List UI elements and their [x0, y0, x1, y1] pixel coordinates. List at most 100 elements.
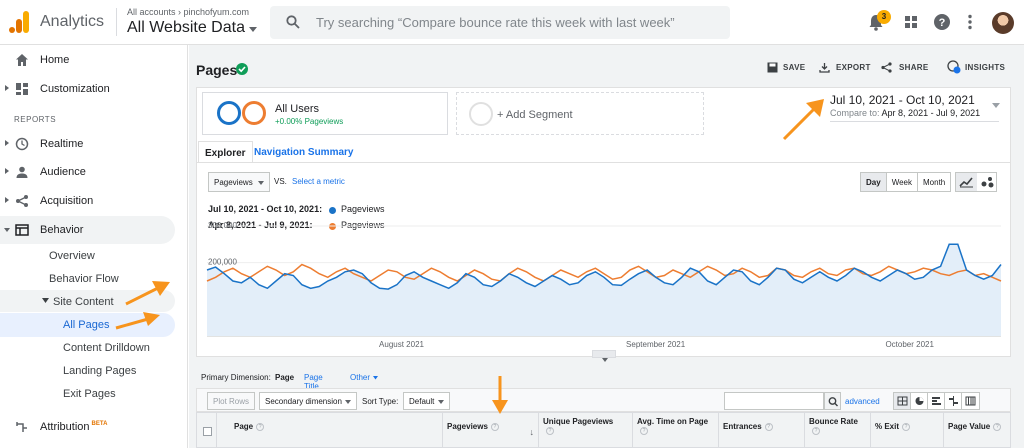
help-icon[interactable]: ? — [256, 422, 265, 431]
sidebar-item-behavior-flow[interactable]: Behavior Flow — [49, 273, 119, 285]
data-view-button[interactable] — [894, 393, 911, 409]
segment-all-users[interactable]: All Users +0.00% Pageviews — [202, 92, 448, 135]
export-button[interactable]: EXPORT — [836, 63, 871, 72]
sidebar-item-acquisition[interactable]: Acquisition — [0, 188, 188, 214]
search-bar[interactable] — [270, 6, 730, 39]
save-icon[interactable] — [767, 62, 778, 73]
primary-dimension-label: Primary Dimension: — [201, 373, 271, 382]
column-header-pageviews[interactable]: Pageviews? ↓ — [443, 413, 539, 448]
segment-circle-current — [217, 101, 241, 125]
column-header-label: Unique Pageviews — [543, 417, 614, 426]
percentage-view-button[interactable] — [911, 393, 928, 409]
insights-icon[interactable] — [947, 60, 961, 74]
performance-view-button[interactable] — [928, 393, 945, 409]
notification-count-badge: 3 — [877, 10, 891, 24]
account-path[interactable]: All accounts › pinchofyum.com — [127, 7, 250, 17]
sidebar-item-landing-pages[interactable]: Landing Pages — [63, 365, 137, 377]
month-button[interactable]: Month — [918, 173, 951, 191]
page-title: Pages — [196, 62, 238, 78]
chevron-down-icon — [258, 181, 264, 185]
help-icon[interactable]: ? — [993, 422, 1002, 431]
select-all-checkbox[interactable] — [203, 427, 212, 436]
sidebar-item-behavior[interactable]: Behavior — [0, 217, 188, 243]
help-icon[interactable]: ? — [902, 422, 911, 431]
view-selector[interactable]: All Website Data — [127, 19, 245, 36]
sidebar-item-exit-pages[interactable]: Exit Pages — [63, 388, 116, 400]
sidebar-item-label: Audience — [40, 166, 86, 178]
column-header-label: Page Value — [948, 422, 991, 431]
sidebar-item-site-content[interactable]: Site Content — [53, 296, 114, 308]
dimension-page-title[interactable]: Page Title — [304, 373, 323, 391]
sidebar-item-label: Attribution BETA — [40, 421, 107, 433]
column-header-unique-pageviews[interactable]: Unique Pageviews? — [539, 413, 633, 448]
dimension-page[interactable]: Page — [275, 373, 295, 382]
column-header-bounce-rate[interactable]: Bounce Rate? — [805, 413, 871, 448]
y-tick-label: 200,000 — [208, 258, 237, 267]
chevron-down-icon[interactable] — [249, 27, 257, 32]
add-segment-button[interactable]: + Add Segment — [456, 92, 704, 135]
day-button[interactable]: Day — [861, 173, 887, 191]
chevron-right-icon — [5, 168, 9, 174]
select-metric-link[interactable]: Select a metric — [292, 177, 345, 186]
column-header-page[interactable]: Page? — [217, 413, 443, 448]
search-input[interactable] — [316, 6, 721, 39]
chevron-right-icon — [5, 85, 9, 91]
chevron-down-icon[interactable] — [42, 298, 49, 304]
share-icon[interactable] — [881, 62, 892, 73]
sidebar-item-realtime[interactable]: Realtime — [0, 131, 188, 157]
compare-label: Compare to: — [830, 108, 880, 118]
week-button[interactable]: Week — [886, 173, 918, 191]
table-view-buttons — [893, 392, 980, 410]
column-header-avg-time-on-page[interactable]: Avg. Time on Page? — [633, 413, 719, 448]
help-icon[interactable]: ? — [546, 426, 554, 435]
line-chart-button[interactable] — [956, 173, 977, 191]
advanced-filter-link[interactable]: advanced — [845, 397, 880, 406]
comparison-view-button[interactable] — [945, 393, 962, 409]
more-vert-icon[interactable] — [960, 12, 980, 32]
help-icon[interactable]: ? — [932, 12, 952, 32]
sort-type-select[interactable]: Default — [403, 392, 450, 410]
insights-button[interactable]: INSIGHTS — [965, 63, 1006, 72]
segment-name: All Users — [275, 103, 320, 115]
save-button[interactable]: SAVE — [783, 63, 806, 72]
column-header-entrances[interactable]: Entrances? — [719, 413, 805, 448]
help-icon[interactable]: ? — [490, 422, 499, 431]
column-header-page-value[interactable]: Page Value? — [944, 413, 1011, 448]
apps-grid-icon[interactable] — [901, 12, 921, 32]
expand-chart-handle[interactable] — [592, 350, 616, 362]
help-icon[interactable]: ? — [764, 422, 773, 431]
primary-dimension-row: Primary Dimension: Page Page Title Other — [201, 373, 378, 391]
plot-rows-button[interactable]: Plot Rows — [207, 392, 256, 410]
table-search-button[interactable] — [824, 392, 841, 410]
help-icon[interactable]: ? — [640, 426, 648, 435]
x-tick-label: October 2021 — [885, 340, 934, 349]
sidebar-item-home[interactable]: Home — [0, 47, 188, 73]
app-name: Analytics — [40, 13, 105, 30]
segment-circle-compare — [242, 101, 266, 125]
tab-explorer[interactable]: Explorer — [198, 141, 253, 163]
export-icon[interactable] — [819, 62, 830, 73]
secondary-dimension-label: Secondary dimension — [265, 397, 342, 406]
dimension-other[interactable]: Other — [350, 373, 371, 382]
person-icon — [16, 166, 28, 178]
metric-select[interactable]: Pageviews — [208, 172, 270, 192]
date-range-picker[interactable]: Jul 10, 2021 - Oct 10, 2021 — [830, 93, 975, 107]
avatar[interactable] — [992, 12, 1014, 34]
sidebar-item-all-pages[interactable]: All Pages — [63, 319, 110, 331]
share-button[interactable]: SHARE — [899, 63, 929, 72]
column-header-exit[interactable]: % Exit? — [871, 413, 944, 448]
sidebar-item-customization[interactable]: Customization — [0, 76, 188, 102]
pivot-view-button[interactable] — [962, 393, 979, 409]
secondary-dimension-select[interactable]: Secondary dimension — [259, 392, 357, 410]
sidebar-item-content-drilldown[interactable]: Content Drilldown — [63, 342, 150, 354]
tab-navigation-summary[interactable]: Navigation Summary — [254, 147, 354, 158]
sidebar-item-overview[interactable]: Overview — [49, 250, 95, 262]
segment-change: +0.00% Pageviews — [275, 117, 344, 126]
motion-chart-button[interactable] — [977, 173, 998, 191]
table-filter-input[interactable] — [724, 392, 824, 410]
select-all-cell — [197, 413, 217, 448]
chevron-down-icon[interactable] — [992, 103, 1000, 108]
sidebar-item-audience[interactable]: Audience — [0, 159, 188, 185]
help-icon[interactable]: ? — [812, 426, 820, 435]
sidebar-item-attribution[interactable]: Attribution BETA — [0, 414, 188, 440]
